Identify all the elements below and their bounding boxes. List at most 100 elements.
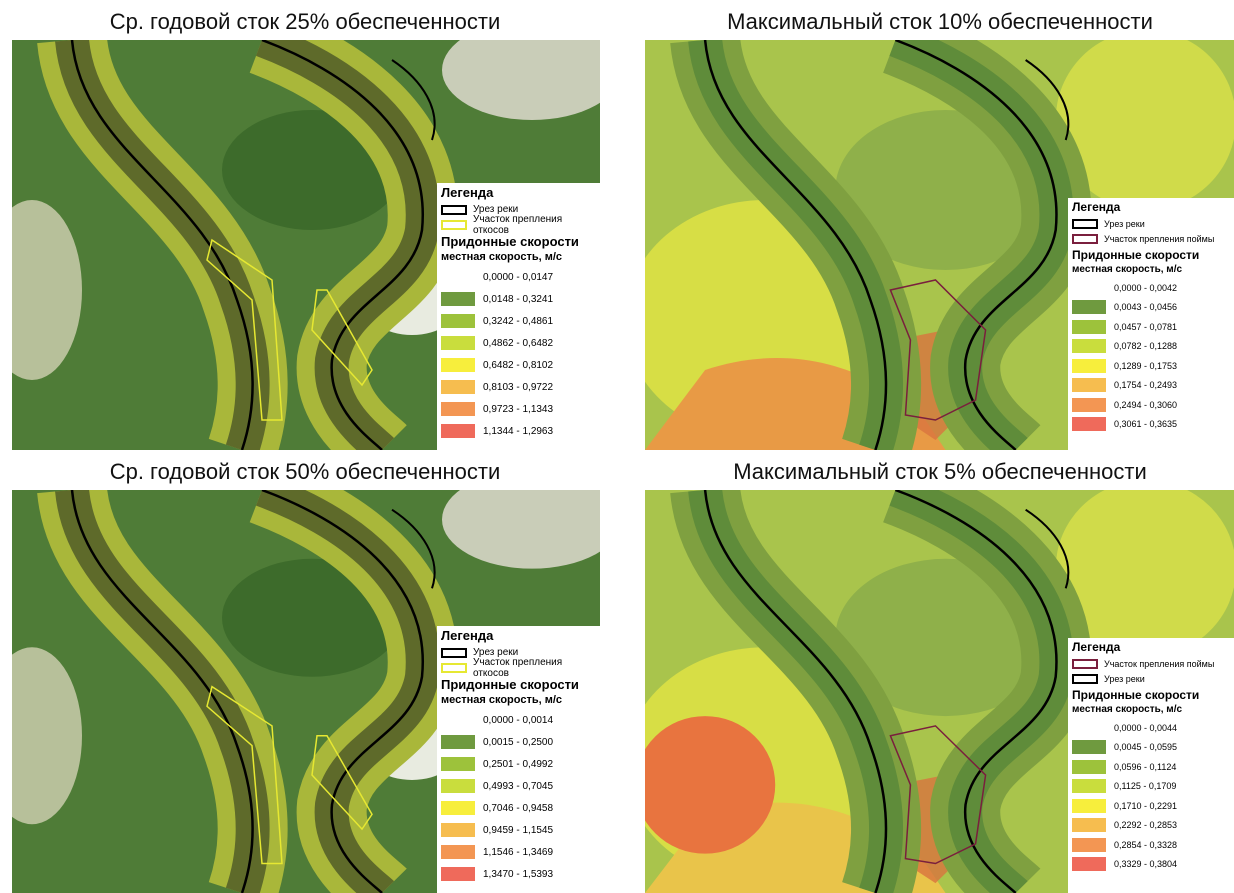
class-label: 0,0000 - 0,0044	[1114, 722, 1178, 733]
class-label: 0,1710 - 0,2291	[1114, 800, 1178, 811]
legend-class: 1,1344 - 1,2963	[441, 420, 596, 442]
legend-class: 0,1289 - 0,1753	[1072, 356, 1230, 376]
legend-class: 0,0000 - 0,0014	[441, 709, 596, 731]
legend: Легенда Урез реки Участок препления откосо…	[437, 626, 600, 893]
legend-class: 0,2854 - 0,3328	[1072, 835, 1230, 855]
legend-subtitle: местная скорость, м/с	[441, 251, 563, 263]
legend-label: Урез реки	[473, 204, 519, 215]
river-edge	[703, 40, 888, 450]
class-swatch	[441, 380, 475, 394]
legend-swatch	[441, 662, 467, 673]
river-edge	[261, 490, 425, 893]
river-edge	[894, 490, 1058, 893]
legend-item: Участок препления откосов	[441, 657, 596, 679]
forest	[222, 558, 402, 677]
class-label: 0,9723 - 1,1343	[483, 403, 554, 415]
legend-subtitle: местная скорость, м/с	[1072, 264, 1183, 275]
class-swatch	[1072, 319, 1106, 334]
class-swatch	[441, 336, 475, 350]
class-label: 0,6482 - 0,8102	[483, 359, 554, 371]
legend-class: 0,7046 - 0,9458	[441, 797, 596, 819]
class-swatch	[441, 823, 475, 837]
class-label: 0,4862 - 0,6482	[483, 337, 554, 349]
class-swatch	[441, 801, 475, 815]
legend-class: 0,3329 - 0,3804	[1072, 855, 1230, 875]
legend-swatch	[1072, 658, 1098, 669]
bank-section	[206, 238, 283, 421]
class-label: 0,0148 - 0,3241	[483, 293, 554, 305]
legend: Легенда Участок препления поймы Урез реки П…	[1068, 638, 1234, 893]
class-label: 0,2854 - 0,3328	[1114, 839, 1178, 850]
legend-item: Участок препления откосов	[441, 214, 596, 236]
class-label: 0,0000 - 0,0147	[483, 271, 554, 283]
class-swatch	[441, 779, 475, 793]
zone	[1055, 490, 1234, 658]
river-edge	[1025, 508, 1070, 589]
class-swatch	[1072, 818, 1106, 833]
legend: Легенда Урез реки Участок препления поймы П…	[1068, 198, 1234, 450]
map: Легенда Урез реки Участок препления поймы П…	[645, 40, 1234, 450]
legend-class: 0,2494 - 0,3060	[1072, 395, 1230, 415]
class-swatch	[1072, 798, 1106, 813]
class-label: 0,2501 - 0,4992	[483, 758, 554, 770]
class-swatch	[1072, 300, 1106, 315]
class-swatch	[1072, 339, 1106, 354]
zone	[1055, 40, 1234, 210]
class-label: 1,1344 - 1,2963	[483, 425, 554, 437]
class-label: 0,3329 - 0,3804	[1114, 859, 1178, 870]
class-swatch	[441, 845, 475, 859]
class-swatch	[1072, 280, 1106, 295]
class-label: 0,1754 - 0,2493	[1114, 380, 1178, 391]
legend-class: 0,0596 - 0,1124	[1072, 757, 1230, 777]
class-label: 0,0000 - 0,0014	[483, 714, 554, 726]
field	[12, 200, 82, 380]
class-swatch	[441, 358, 475, 372]
panel-title: Максимальный сток 5% обеспеченности	[733, 459, 1147, 484]
legend-swatch	[1072, 673, 1098, 684]
class-label: 0,2292 - 0,2853	[1114, 820, 1178, 831]
class-swatch	[441, 424, 475, 438]
legend-item: Участок препления поймы	[1072, 231, 1230, 246]
legend-title: Легенда	[1072, 640, 1121, 654]
legend-label: Участок препления откосов	[473, 213, 563, 236]
class-label: 0,8103 - 0,9722	[483, 381, 554, 393]
class-label: 0,0043 - 0,0456	[1114, 302, 1178, 313]
legend-class: 0,0043 - 0,0456	[1072, 298, 1230, 318]
class-swatch	[441, 735, 475, 749]
class-swatch	[1072, 358, 1106, 373]
panel-title: Ср. годовой сток 25% обеспеченности	[109, 9, 501, 34]
class-label: 0,0596 - 0,1124	[1114, 761, 1177, 772]
river-edge	[894, 40, 1058, 450]
panel-title: Ср. годовой сток 50% обеспеченности	[109, 459, 501, 484]
river-edge	[391, 59, 436, 141]
legend-class: 0,8103 - 0,9722	[441, 376, 596, 398]
class-swatch	[441, 867, 475, 881]
legend-class: 0,0000 - 0,0147	[441, 266, 596, 288]
class-swatch	[1072, 779, 1106, 794]
class-swatch	[1072, 417, 1106, 432]
class-swatch	[1072, 837, 1106, 852]
bank-section	[889, 725, 987, 865]
river-edge	[703, 490, 888, 893]
legend-item: Урез реки	[1072, 216, 1230, 231]
class-swatch	[1072, 720, 1106, 735]
legend-class: 0,0148 - 0,3241	[441, 288, 596, 310]
legend-field: Придонные скорости	[1072, 688, 1200, 702]
class-label: 0,0000 - 0,0042	[1114, 282, 1178, 293]
river-edge	[261, 40, 425, 450]
class-label: 0,2494 - 0,3060	[1114, 399, 1178, 410]
legend-class: 0,0457 - 0,0781	[1072, 317, 1230, 337]
forest	[222, 110, 402, 230]
class-swatch	[441, 270, 475, 284]
river-edge	[70, 40, 254, 450]
legend-swatch	[441, 219, 467, 230]
legend-swatch	[1072, 233, 1098, 244]
legend-class: 0,1125 - 0,1709	[1072, 777, 1230, 797]
class-swatch	[441, 402, 475, 416]
legend-class: 0,0015 - 0,2500	[441, 731, 596, 753]
legend-subtitle: местная скорость, м/с	[441, 694, 563, 706]
class-swatch	[441, 713, 475, 727]
class-swatch	[441, 292, 475, 306]
legend-class: 0,6482 - 0,8102	[441, 354, 596, 376]
